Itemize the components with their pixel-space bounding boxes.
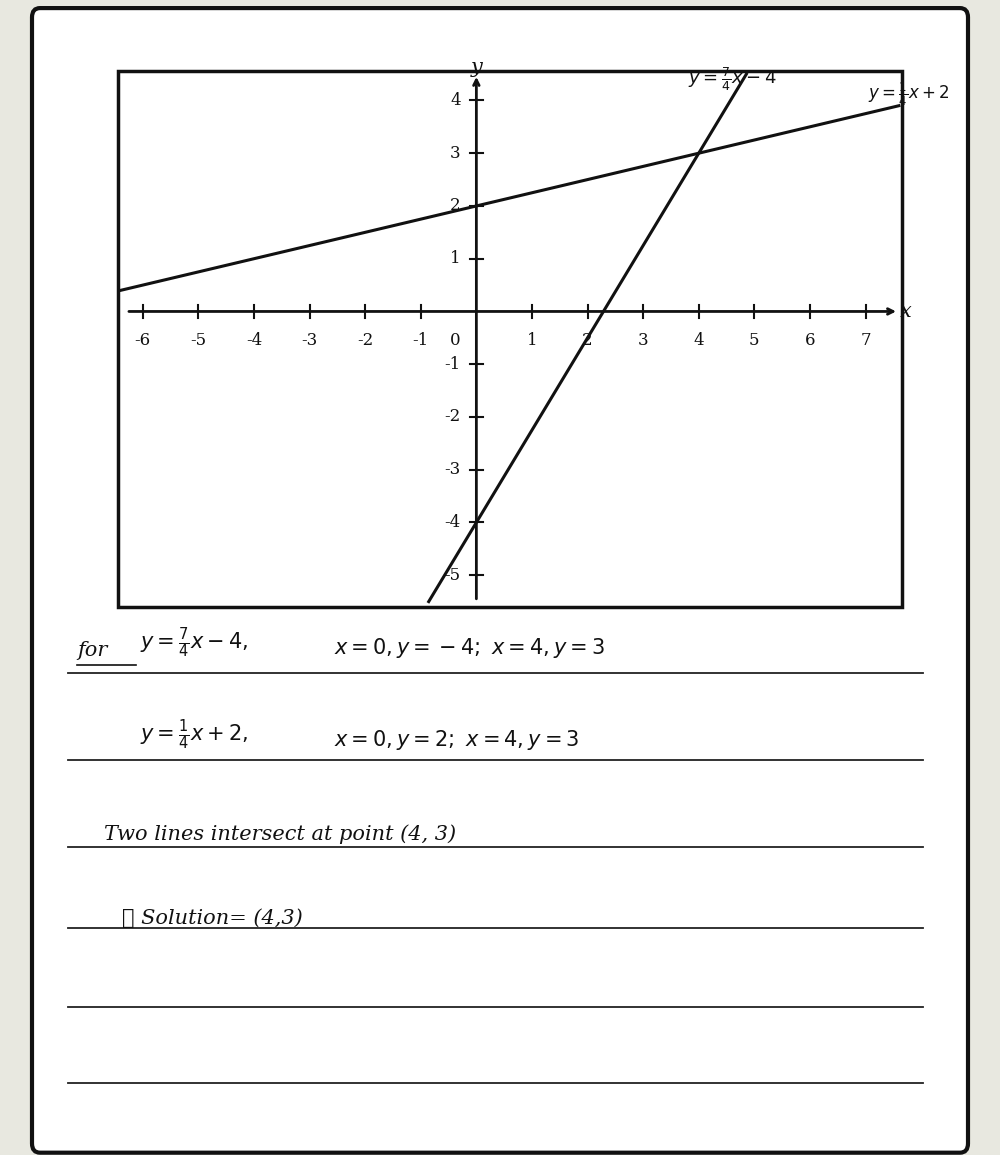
- Text: South: South: [664, 184, 756, 213]
- Text: Two lines intersect at point (4, 3): Two lines intersect at point (4, 3): [104, 825, 456, 844]
- Text: -1: -1: [445, 356, 461, 373]
- Text: South: South: [454, 942, 546, 971]
- Text: 0: 0: [450, 331, 461, 349]
- Text: $y=\frac{1}{4}x+2,$: $y=\frac{1}{4}x+2,$: [140, 717, 248, 752]
- Text: $y=\frac{1}{4}x+2$: $y=\frac{1}{4}x+2$: [868, 81, 950, 107]
- Text: 3: 3: [638, 331, 648, 349]
- Text: South: South: [874, 640, 966, 668]
- Text: South: South: [874, 32, 966, 60]
- Text: ∴ Solution= (4,3): ∴ Solution= (4,3): [122, 908, 303, 927]
- Text: South: South: [874, 1095, 966, 1123]
- Text: South: South: [34, 942, 126, 971]
- Text: 2: 2: [582, 331, 593, 349]
- Text: -2: -2: [445, 409, 461, 425]
- Text: 1: 1: [450, 251, 461, 267]
- Text: South: South: [874, 791, 966, 819]
- Text: for: for: [77, 641, 107, 660]
- Text: 7: 7: [860, 331, 871, 349]
- Text: South: South: [874, 336, 966, 364]
- Text: South: South: [874, 942, 966, 971]
- Text: -4: -4: [445, 514, 461, 531]
- Text: South: South: [34, 184, 126, 213]
- Text: South: South: [454, 640, 546, 668]
- Text: 4: 4: [693, 331, 704, 349]
- Text: South: South: [874, 184, 966, 213]
- Text: South: South: [244, 336, 336, 364]
- Text: South: South: [664, 487, 756, 515]
- Text: South: South: [664, 791, 756, 819]
- Text: South: South: [34, 1095, 126, 1123]
- Text: $x=0, y=2;\ x=4, y=3$: $x=0, y=2;\ x=4, y=3$: [334, 728, 579, 752]
- Text: South: South: [244, 640, 336, 668]
- Text: 5: 5: [749, 331, 760, 349]
- Text: South: South: [34, 791, 126, 819]
- Text: -5: -5: [445, 567, 461, 583]
- Text: South: South: [34, 487, 126, 515]
- Text: South: South: [664, 942, 756, 971]
- Text: $y=\frac{7}{4}x-4$: $y=\frac{7}{4}x-4$: [688, 65, 776, 92]
- Text: South: South: [244, 1095, 336, 1123]
- Text: South: South: [664, 640, 756, 668]
- Text: South: South: [874, 487, 966, 515]
- Text: South: South: [664, 336, 756, 364]
- Text: 6: 6: [805, 331, 815, 349]
- Text: South: South: [244, 791, 336, 819]
- Text: South: South: [34, 336, 126, 364]
- Text: South: South: [664, 1095, 756, 1123]
- Text: 1: 1: [527, 331, 537, 349]
- Text: 3: 3: [450, 144, 461, 162]
- Text: South: South: [244, 184, 336, 213]
- Text: South: South: [34, 640, 126, 668]
- Text: South: South: [454, 487, 546, 515]
- Text: South: South: [664, 32, 756, 60]
- Text: x: x: [900, 301, 911, 321]
- Text: -2: -2: [357, 331, 373, 349]
- Text: 2: 2: [450, 198, 461, 215]
- Text: -5: -5: [190, 331, 206, 349]
- Text: -6: -6: [135, 331, 151, 349]
- Text: y: y: [470, 58, 482, 77]
- Text: South: South: [244, 32, 336, 60]
- Text: $y=\frac{7}{4}x-4,$: $y=\frac{7}{4}x-4,$: [140, 626, 248, 660]
- Text: South: South: [454, 791, 546, 819]
- Text: 4: 4: [450, 92, 461, 109]
- Text: South: South: [34, 32, 126, 60]
- Text: South: South: [244, 487, 336, 515]
- Text: $x=0, y=-4;\ x=4, y=3$: $x=0, y=-4;\ x=4, y=3$: [334, 636, 604, 660]
- Text: South: South: [454, 1095, 546, 1123]
- Text: -3: -3: [301, 331, 318, 349]
- Text: South: South: [454, 184, 546, 213]
- Text: South: South: [454, 32, 546, 60]
- Text: South: South: [454, 336, 546, 364]
- Text: -3: -3: [445, 461, 461, 478]
- Text: -1: -1: [413, 331, 429, 349]
- Text: -4: -4: [246, 331, 262, 349]
- Text: South: South: [244, 942, 336, 971]
